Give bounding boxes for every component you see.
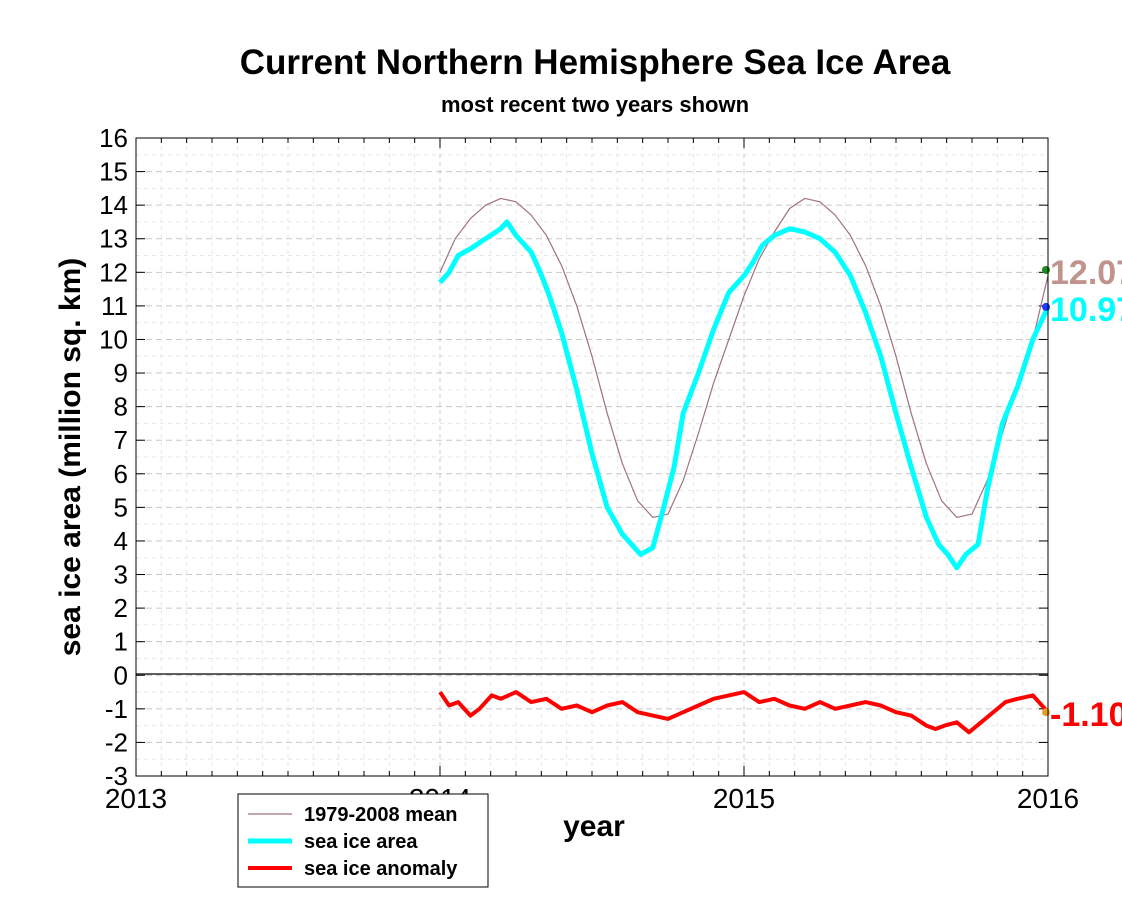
endpoint-marker — [1042, 708, 1050, 717]
endpoint-label: 10.97 — [1050, 291, 1122, 329]
series-line-sea-ice-anomaly — [438, 690, 1050, 735]
legend: 1979-2008 mean sea ice area sea ice anomal… — [237, 793, 489, 888]
y-tick-label: 16 — [99, 123, 128, 153]
legend-label: sea ice anomaly — [304, 858, 458, 880]
series-lines — [438, 197, 1051, 735]
legend-label: 1979-2008 mean — [304, 804, 457, 826]
y-tick-label: 4 — [114, 526, 128, 556]
x-axis-label: year — [563, 810, 625, 843]
y-tick-label: 13 — [99, 224, 128, 254]
chart-subtitle: most recent two years shown — [441, 92, 749, 117]
series-line-1979-2008-mean — [439, 197, 1049, 519]
legend-label: sea ice area — [304, 831, 418, 853]
endpoint-marker — [1042, 302, 1050, 311]
y-tick-label: 14 — [99, 190, 128, 220]
plot-frame — [135, 137, 1049, 777]
x-tick-label: 2016 — [1017, 783, 1079, 814]
y-tick-label: 5 — [114, 492, 128, 522]
y-tick-label: 15 — [99, 157, 128, 187]
y-tick-label: 9 — [114, 358, 128, 388]
y-tick-label: 2 — [114, 593, 128, 623]
endpoint-label: 12.07 — [1050, 254, 1122, 292]
y-tick-label: -1 — [105, 694, 128, 724]
x-tick-label: 2015 — [713, 783, 775, 814]
x-tick-label: 2013 — [105, 783, 167, 814]
y-tick-label: 1 — [114, 627, 128, 657]
y-tick-label: 7 — [114, 425, 128, 455]
y-tick-label: 0 — [114, 660, 128, 690]
endpoint-markers — [1042, 265, 1050, 717]
y-tick-label: 11 — [101, 291, 128, 321]
endpoint-marker — [1042, 265, 1050, 274]
y-tick-label: -3 — [105, 761, 128, 791]
y-tick-label: 12 — [99, 257, 128, 287]
y-tick-label: 6 — [114, 459, 128, 489]
y-axis-label: sea ice area (million sq. km) — [54, 258, 87, 657]
series-line-sea-ice-area — [438, 219, 1051, 571]
y-tick-label: 10 — [99, 324, 128, 354]
y-tick-label: -2 — [105, 727, 128, 757]
x-tick-labels: 2013201420152016 — [105, 783, 1079, 814]
endpoint-label: -1.10 — [1050, 696, 1122, 734]
endpoint-labels: 12.0710.97 -1.10 — [1050, 254, 1122, 734]
y-tick-label: 3 — [114, 560, 128, 590]
chart-title: Current Northern Hemisphere Sea Ice Area — [240, 43, 951, 82]
axis-ticks — [136, 137, 1048, 777]
y-tick-label: 8 — [114, 392, 128, 422]
